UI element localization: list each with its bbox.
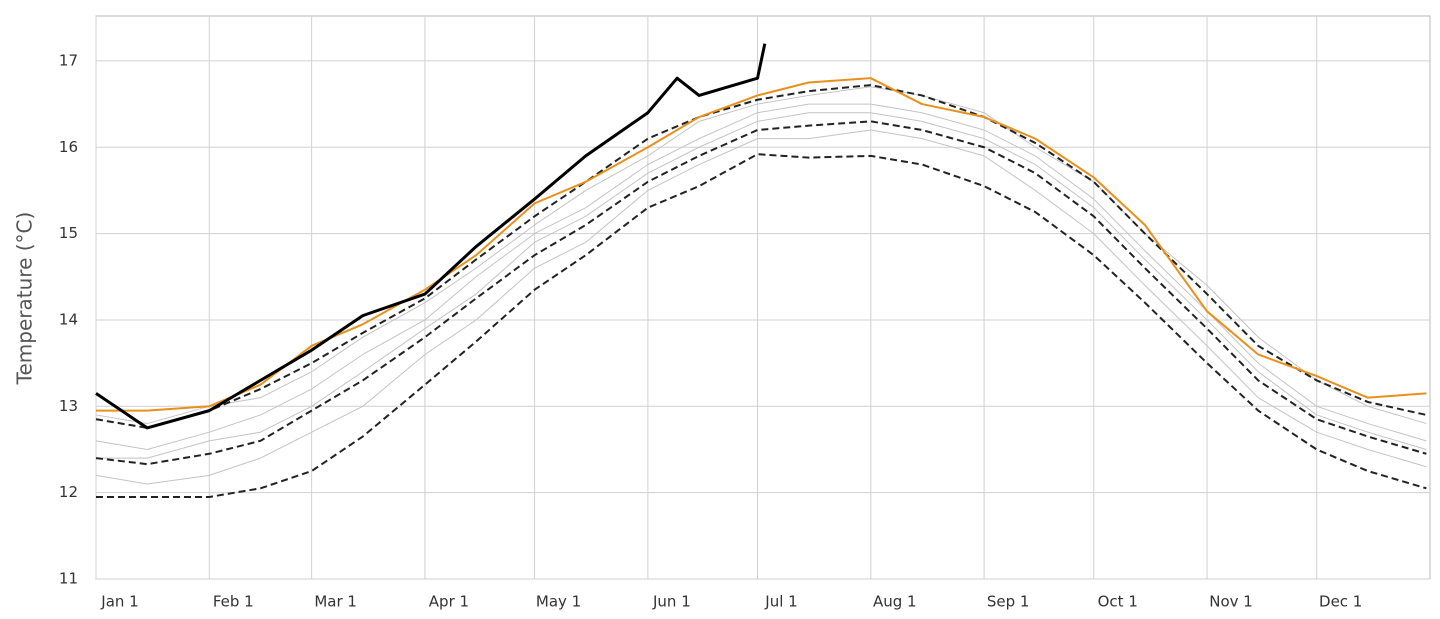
y-axis-label: Temperature (°C) bbox=[13, 212, 37, 386]
y-tick-label: 16 bbox=[59, 138, 78, 156]
series-line bbox=[96, 112, 1427, 459]
x-tick-label: Jan 1 bbox=[100, 593, 138, 611]
x-tick-label: Jun 1 bbox=[652, 593, 691, 611]
x-tick-label: Dec 1 bbox=[1319, 593, 1362, 611]
x-tick-label: Nov 1 bbox=[1209, 593, 1253, 611]
series-line bbox=[95, 120, 1427, 466]
plot-frame bbox=[95, 15, 1431, 580]
x-tick-label: Aug 1 bbox=[873, 593, 917, 611]
series-line bbox=[95, 43, 767, 430]
series-line bbox=[95, 84, 1427, 429]
series-line bbox=[95, 103, 1427, 450]
x-tick-label: Jul 1 bbox=[764, 593, 797, 611]
y-tick-label: 11 bbox=[59, 570, 78, 588]
series-line bbox=[95, 86, 1427, 425]
y-tick-label: 13 bbox=[59, 397, 78, 415]
y-tick-label: 17 bbox=[59, 51, 78, 69]
series-line bbox=[95, 129, 1427, 485]
series-line bbox=[96, 77, 1427, 412]
y-tick-label: 15 bbox=[59, 224, 78, 242]
x-tick-label: Feb 1 bbox=[213, 593, 254, 611]
y-tick-label: 12 bbox=[59, 483, 78, 501]
x-tick-label: May 1 bbox=[536, 593, 581, 611]
x-tick-label: Sep 1 bbox=[987, 593, 1030, 611]
x-tick-label: Apr 1 bbox=[429, 593, 469, 611]
series-line bbox=[96, 153, 1427, 498]
x-tick-label: Mar 1 bbox=[314, 593, 357, 611]
y-tick-label: 14 bbox=[59, 310, 78, 328]
x-tick-label: Oct 1 bbox=[1098, 593, 1138, 611]
